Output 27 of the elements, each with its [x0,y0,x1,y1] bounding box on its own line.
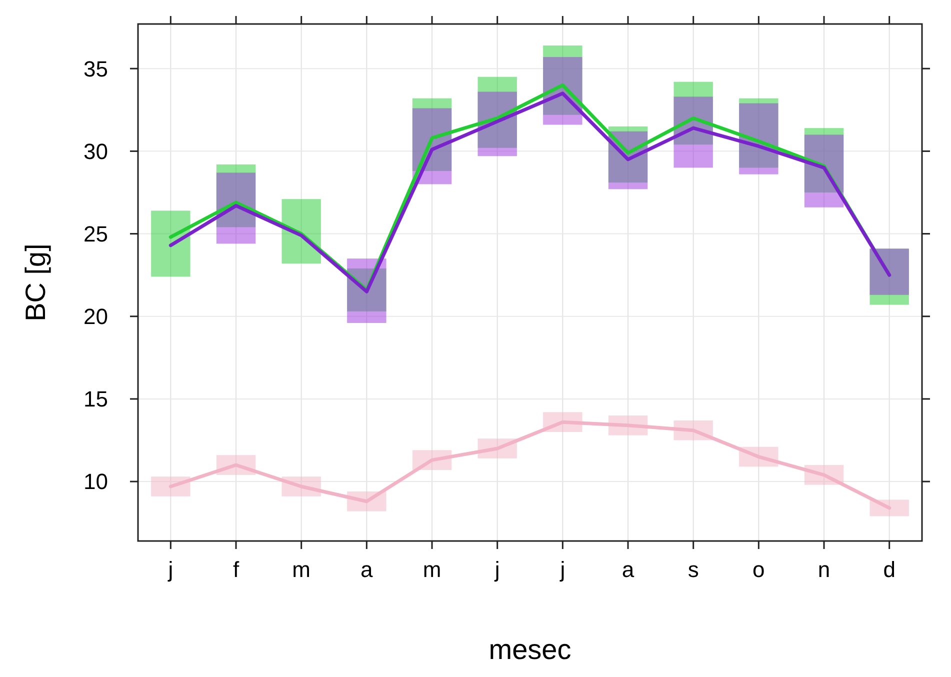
x-tick-label: d [883,557,896,582]
x-axis-title: mesec [488,634,572,665]
x-tick-label: a [622,557,635,582]
x-tick-label: n [818,557,830,582]
x-tick-label: j [494,557,500,582]
y-tick-label: 25 [84,221,108,246]
bar [151,210,190,277]
x-tick-label: j [559,557,566,582]
line-series [168,420,892,510]
x-tick-label: s [688,557,699,582]
bar [151,476,190,496]
x-tick-label: a [360,557,374,582]
y-tick-label: 10 [84,469,108,494]
bar [804,134,844,208]
x-tick-label: j [167,557,174,582]
y-tick-label: 20 [84,304,108,330]
y-tick-label: 35 [84,56,108,82]
y-axis-title: BC [g] [20,244,51,322]
y-tick-label: 15 [84,386,108,412]
bar [870,500,909,516]
x-tick-label: m [422,557,442,582]
x-tick-label: f [232,557,240,582]
y-tick-label: 30 [84,138,108,164]
x-tick-label: m [292,557,310,582]
bar [282,199,321,264]
x-tick-label: o [752,557,765,582]
bar [870,248,909,295]
